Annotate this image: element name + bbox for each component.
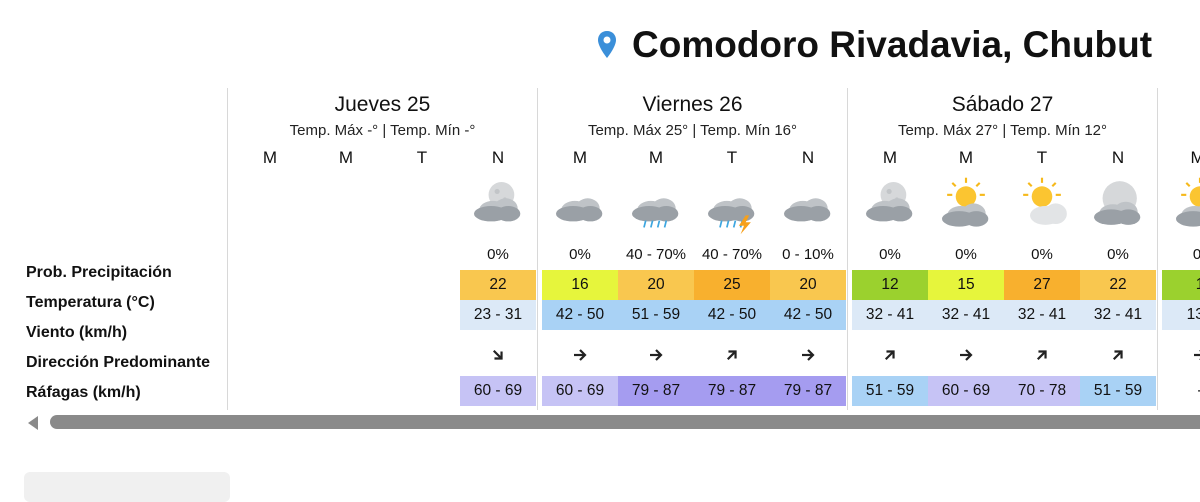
wind-cell: 32 - 41 [1004, 300, 1080, 330]
cloudy-icon [546, 176, 614, 236]
wind-cell: 23 - 31 [460, 300, 536, 330]
wind-cell: 42 - 50 [694, 300, 770, 330]
wind-cell: 32 - 41 [1080, 300, 1156, 330]
gust-cell: 79 - 87 [694, 376, 770, 406]
period-label: T [1036, 148, 1048, 167]
temperature-cell: 20 [770, 270, 846, 300]
wind-cell: 42 - 50 [542, 300, 618, 330]
cloudy-night-icon [464, 176, 532, 236]
day-column: Viernes 26 Temp. Máx 25° | Temp. Mín 16° M… [537, 88, 847, 410]
horizontal-scrollbar[interactable] [50, 415, 1200, 429]
wind-cell: 51 - 59 [618, 300, 694, 330]
wind-direction-arrow-icon [694, 340, 770, 370]
precip-value: 0% [1031, 246, 1053, 263]
day-name: Jueves 25 [334, 93, 431, 116]
cloudy-icon [774, 176, 842, 236]
partly-cloudy-night-icon [1084, 176, 1152, 236]
label-temp: Temperatura (°C) [26, 294, 155, 311]
partly-cloudy-icon [1008, 176, 1076, 236]
period-label: M/ [1190, 148, 1200, 167]
day-temps: Temp. Máx 27° | Temp. Mín 12° [897, 122, 1108, 139]
wind-cell: 32 - 41 [928, 300, 1004, 330]
gust-cell: - [1162, 376, 1200, 406]
day-column: Jueves 25 Temp. Máx -° | Temp. Mín -° M M T N… [227, 88, 537, 410]
wind-direction-arrow-icon [1162, 340, 1200, 370]
temperature-cell: 1 [1162, 270, 1200, 300]
cloudy-night-icon [856, 176, 924, 236]
wind-direction-arrow-icon [1004, 340, 1080, 370]
wind-direction-arrow-icon [542, 340, 618, 370]
day-temps: Máx [1158, 122, 1200, 139]
temperature-cell: 12 [852, 270, 928, 300]
day-name: Sábado 27 [951, 93, 1054, 116]
temperature-cell: 22 [460, 270, 536, 300]
row-labels: Prob. Precipitación Temperatura (°C) Vie… [26, 258, 231, 408]
precip-value: 0 - 10% [782, 246, 834, 263]
wind-direction-arrow-icon [460, 340, 536, 370]
partly-sunny-icon [1166, 176, 1200, 236]
period-label: M [338, 148, 354, 167]
precip-value: 0% [955, 246, 977, 263]
location-title: Comodoro Rivadavia, Chubut [632, 24, 1153, 65]
gust-cell: 51 - 59 [1080, 376, 1156, 406]
wind-direction-arrow-icon [928, 340, 1004, 370]
period-label: N [801, 148, 815, 167]
day-column: Sábado 27 Temp. Máx 27° | Temp. Mín 12° M 0… [847, 88, 1157, 410]
day-temps: Temp. Máx -° | Temp. Mín -° [289, 122, 476, 139]
gust-cell: 70 - 78 [1004, 376, 1080, 406]
day-name: Do [1158, 93, 1200, 117]
day-column: Do Máx M/0° 113 - - [1157, 88, 1200, 410]
thunderstorm-icon [698, 176, 766, 236]
precip-value: 0% [487, 246, 509, 263]
label-wind: Viento (km/h) [26, 324, 128, 341]
wind-direction-arrow-icon [852, 340, 928, 370]
temperature-cell: 16 [542, 270, 618, 300]
precip-value: 0° [1192, 246, 1200, 263]
wind-cell: 42 - 50 [770, 300, 846, 330]
wind-direction-arrow-icon [1080, 340, 1156, 370]
wind-direction-arrow-icon [770, 340, 846, 370]
wind-direction-arrow-icon [618, 340, 694, 370]
temperature-cell: 25 [694, 270, 770, 300]
temperature-cell: 20 [618, 270, 694, 300]
gust-cell: 51 - 59 [852, 376, 928, 406]
period-label: M [572, 148, 588, 167]
period-label: T [726, 148, 738, 167]
bottom-panel [24, 472, 230, 502]
gust-cell: 79 - 87 [770, 376, 846, 406]
map-pin-icon [598, 31, 616, 58]
period-label: M [882, 148, 898, 167]
period-label: T [416, 148, 428, 167]
period-label: N [491, 148, 505, 167]
location-header: Comodoro Rivadavia, Chubut [596, 22, 1152, 68]
precip-value: 40 - 70% [625, 246, 687, 263]
label-precip: Prob. Precipitación [26, 264, 172, 281]
scroll-left-arrow-icon[interactable] [28, 416, 38, 430]
label-gusts: Ráfagas (km/h) [26, 384, 141, 401]
wind-cell: 32 - 41 [852, 300, 928, 330]
label-direction: Dirección Predominante [26, 354, 211, 371]
forecast-grid: Jueves 25 Temp. Máx -° | Temp. Mín -° M M T N… [227, 88, 1200, 410]
gust-cell: 60 - 69 [928, 376, 1004, 406]
temperature-cell: 27 [1004, 270, 1080, 300]
precip-value: 40 - 70% [701, 246, 763, 263]
precip-value: 0% [879, 246, 901, 263]
period-label: M [648, 148, 664, 167]
partly-sunny-icon [932, 176, 1000, 236]
gust-cell: 79 - 87 [618, 376, 694, 406]
rain-icon [622, 176, 690, 236]
precip-value: 0% [569, 246, 591, 263]
precip-value: 0% [1107, 246, 1129, 263]
period-label: M [958, 148, 974, 167]
period-label: N [1111, 148, 1125, 167]
day-name: Viernes 26 [642, 93, 743, 116]
period-label: M [262, 148, 278, 167]
wind-cell: 13 - [1162, 300, 1200, 330]
temperature-cell: 15 [928, 270, 1004, 300]
gust-cell: 60 - 69 [460, 376, 536, 406]
gust-cell: 60 - 69 [542, 376, 618, 406]
day-temps: Temp. Máx 25° | Temp. Mín 16° [587, 122, 798, 139]
temperature-cell: 22 [1080, 270, 1156, 300]
